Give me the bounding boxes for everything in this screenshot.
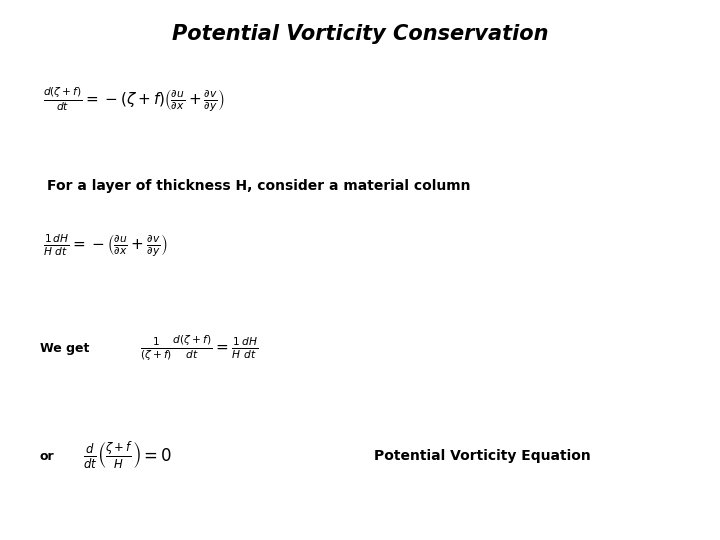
Text: Potential Vorticity Equation: Potential Vorticity Equation xyxy=(374,449,591,463)
Text: $\frac{d(\zeta + f)}{dt} = -(\zeta + f)\left(\frac{\partial u}{\partial x} + \fr: $\frac{d(\zeta + f)}{dt} = -(\zeta + f)\… xyxy=(43,86,225,114)
Text: Potential Vorticity Conservation: Potential Vorticity Conservation xyxy=(172,24,548,44)
Text: $\frac{1}{H}\frac{dH}{dt} = -\left(\frac{\partial u}{\partial x} + \frac{\partia: $\frac{1}{H}\frac{dH}{dt} = -\left(\frac… xyxy=(43,233,168,259)
Text: $\frac{1}{(\zeta + f)}\frac{d(\zeta + f)}{dt} = \frac{1}{H}\frac{dH}{dt}$: $\frac{1}{(\zeta + f)}\frac{d(\zeta + f)… xyxy=(140,334,258,363)
Text: For a layer of thickness H, consider a material column: For a layer of thickness H, consider a m… xyxy=(47,179,470,193)
Text: or: or xyxy=(40,450,54,463)
Text: $\frac{d}{dt}\left(\frac{\zeta + f}{H}\right) = 0$: $\frac{d}{dt}\left(\frac{\zeta + f}{H}\r… xyxy=(83,440,172,472)
Text: We get: We get xyxy=(40,342,89,355)
